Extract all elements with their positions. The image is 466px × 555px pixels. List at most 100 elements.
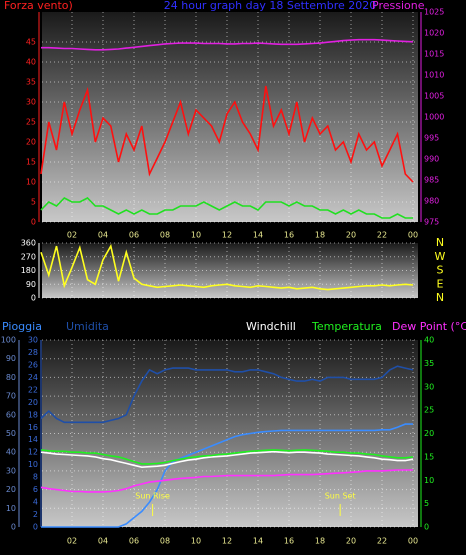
- y-tick-label: 50: [6, 429, 16, 438]
- y-tick-label: 40: [26, 58, 36, 67]
- y-tick-label: 180: [21, 266, 36, 275]
- y-tick-label: 35: [26, 78, 36, 87]
- y-tick-label: 1005: [424, 92, 444, 101]
- y-tick-label: 26: [28, 360, 38, 369]
- x-tick-label: 00: [408, 537, 418, 546]
- y-tick-label: W: [435, 250, 446, 263]
- x-tick-label: 00: [408, 231, 418, 240]
- y-tick-label: 90: [6, 354, 16, 363]
- x-tick-label: 22: [377, 537, 387, 546]
- y-tick-label: 15: [26, 158, 36, 167]
- y-tick-label: 22: [28, 385, 38, 394]
- y-tick-label: 28: [28, 348, 38, 357]
- y-tick-label: 1025: [424, 8, 444, 17]
- y-tick-label: 24: [28, 373, 38, 382]
- y-axis-label: Forza vento): [4, 0, 73, 12]
- x-tick-label: 10: [191, 231, 201, 240]
- legend-label: Windchill: [246, 320, 296, 333]
- y-tick-label: 35: [424, 359, 434, 368]
- x-tick-label: 06: [129, 537, 139, 546]
- x-tick-label: 04: [98, 231, 108, 240]
- x-tick-label: 02: [67, 231, 77, 240]
- series-line: [41, 423, 413, 528]
- series-line: [40, 197, 413, 219]
- y-tick-label: 1010: [424, 71, 444, 80]
- x-tick-label: 12: [222, 537, 232, 546]
- y-tick-label: 10: [26, 178, 36, 187]
- y-tick-label: 0: [31, 294, 36, 303]
- y-tick-label: 270: [21, 252, 36, 261]
- series-line: [40, 449, 414, 465]
- x-tick-label: 18: [315, 537, 325, 546]
- x-tick-label: 16: [284, 537, 294, 546]
- plot-area: [42, 12, 418, 222]
- x-tick-label: 04: [98, 537, 108, 546]
- y-tick-label: S: [437, 264, 444, 277]
- y-tick-label: 15: [424, 452, 434, 461]
- y-tick-label: 995: [424, 134, 439, 143]
- y-tick-label: 0: [31, 218, 36, 227]
- y-tick-label: 975: [424, 218, 439, 227]
- y-tick-label: 90: [26, 280, 36, 289]
- x-tick-label: 08: [160, 537, 170, 546]
- y-tick-label: 10: [6, 504, 16, 513]
- y-tick-label: 5: [424, 499, 429, 508]
- y-tick-label: 2: [33, 510, 38, 519]
- x-tick-label: 12: [222, 231, 232, 240]
- y-tick-label: 16: [28, 423, 38, 432]
- y-tick-label: 14: [28, 435, 38, 444]
- series-line: [41, 38, 414, 51]
- y-tick-label: 100: [1, 336, 16, 345]
- y-tick-label: 0: [424, 523, 429, 532]
- x-tick-label: 14: [253, 231, 263, 240]
- x-tick-label: 10: [191, 537, 201, 546]
- y-tick-label: 40: [424, 336, 434, 345]
- y-tick-label: 8: [33, 473, 38, 482]
- y-tick-label: 985: [424, 176, 439, 185]
- y-tick-label: 20: [6, 485, 16, 494]
- y-tick-label: 4: [33, 498, 38, 507]
- y-tick-label: 10: [28, 460, 38, 469]
- y-tick-label: 5: [31, 198, 36, 207]
- chart-title: 24 hour graph day 18 Settembre 2020: [164, 0, 377, 12]
- y-tick-label: 25: [26, 118, 36, 127]
- x-tick-label: 06: [129, 231, 139, 240]
- y-tick-label: 18: [28, 410, 38, 419]
- y-tick-label: 60: [6, 410, 16, 419]
- x-tick-label: 02: [67, 537, 77, 546]
- legend-label: Umidita: [66, 320, 109, 333]
- y-tick-label: 45: [26, 38, 36, 47]
- y-tick-label: 40: [6, 448, 16, 457]
- y-tick-label: 1015: [424, 50, 444, 59]
- y-tick-label: 360: [21, 239, 36, 248]
- series-line: [40, 365, 414, 424]
- y-tick-label: 6: [33, 485, 38, 494]
- y-tick-label: 990: [424, 155, 439, 164]
- annotation: Sun Set: [325, 492, 356, 501]
- y-tick-label: 10: [424, 476, 434, 485]
- y-tick-label: 30: [26, 98, 36, 107]
- legend-label: Pioggia: [2, 320, 42, 333]
- y-tick-label: 30: [6, 466, 16, 475]
- series-line: [40, 469, 413, 493]
- y-tick-label: 30: [424, 382, 434, 391]
- y-tick-label: 80: [6, 373, 16, 382]
- x-tick-label: 08: [160, 231, 170, 240]
- y-tick-label: 70: [6, 392, 16, 401]
- x-tick-label: 16: [284, 231, 294, 240]
- y-tick-label: 1020: [424, 29, 444, 38]
- y-tick-label: 25: [424, 406, 434, 415]
- x-tick-label: 18: [315, 231, 325, 240]
- y-tick-label: 30: [28, 336, 38, 345]
- y-tick-label: 12: [28, 448, 38, 457]
- y-tick-label: E: [437, 277, 444, 290]
- y-tick-label: N: [436, 291, 444, 304]
- legend-label: Dew Point (°C): [392, 320, 466, 333]
- y-tick-label: 20: [28, 398, 38, 407]
- series-line: [40, 85, 414, 183]
- y-tick-label: N: [436, 236, 444, 249]
- y-tick-label: 20: [26, 138, 36, 147]
- x-tick-label: 20: [346, 231, 356, 240]
- y2-axis-label: Pressione: [372, 0, 425, 12]
